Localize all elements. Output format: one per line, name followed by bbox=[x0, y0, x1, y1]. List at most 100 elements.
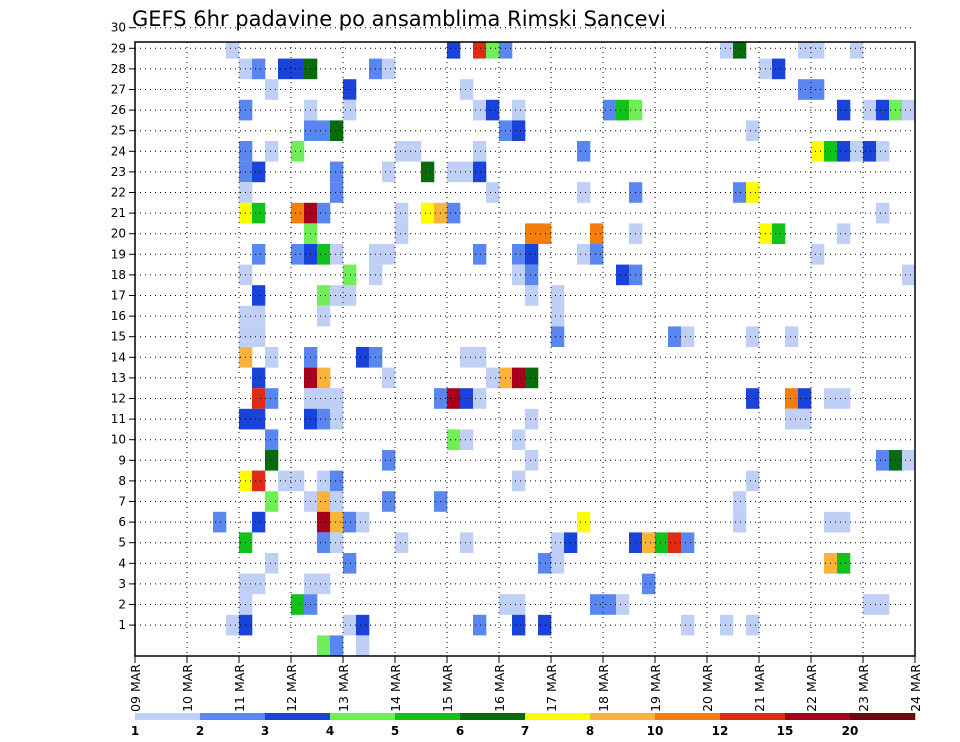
heatmap-cell bbox=[525, 408, 539, 430]
heatmap-cell bbox=[720, 614, 734, 636]
chart-title: GEFS 6hr padavine po ansamblima Rimski S… bbox=[132, 7, 666, 31]
heatmap-cell bbox=[278, 58, 292, 80]
heatmap-cell bbox=[655, 532, 669, 553]
heatmap-cell bbox=[837, 511, 851, 533]
heatmap-cell bbox=[876, 594, 890, 615]
y-tick-label: 15 bbox=[111, 330, 126, 344]
y-tick-label: 22 bbox=[111, 186, 126, 200]
heatmap-cell bbox=[577, 511, 591, 533]
heatmap-cell bbox=[876, 450, 890, 471]
heatmap-cell bbox=[343, 553, 357, 574]
colorbar-swatch bbox=[265, 713, 331, 720]
heatmap-cell bbox=[512, 594, 526, 615]
heatmap-cell bbox=[733, 491, 747, 512]
y-axis: 1234567891011121314151617181920212223242… bbox=[111, 21, 135, 632]
colorbar-label: 3 bbox=[261, 724, 269, 738]
colorbar-swatch bbox=[395, 713, 461, 720]
heatmap-cell bbox=[720, 42, 734, 59]
heatmap-cell bbox=[486, 99, 500, 121]
heatmap-cell bbox=[551, 532, 565, 553]
heatmap-cell bbox=[525, 450, 539, 471]
y-tick-label: 25 bbox=[111, 124, 126, 138]
y-tick-label: 17 bbox=[111, 289, 126, 303]
heatmap-cell bbox=[746, 614, 760, 636]
heatmap-cell bbox=[473, 42, 487, 59]
heatmap-cell bbox=[265, 79, 279, 100]
heatmap-cell bbox=[317, 285, 331, 306]
colorbar-label: 15 bbox=[777, 724, 794, 738]
heatmap-cell bbox=[291, 58, 305, 80]
heatmap-cell bbox=[863, 99, 877, 121]
heatmap-cell bbox=[473, 99, 487, 121]
colorbar-swatch bbox=[655, 713, 721, 720]
heatmap-cell bbox=[291, 470, 305, 492]
colorbar-swatch bbox=[135, 713, 201, 720]
heatmap-cell bbox=[343, 99, 357, 121]
heatmap-cell bbox=[551, 285, 565, 306]
heatmap-cell bbox=[473, 141, 487, 162]
heatmap-cell bbox=[473, 347, 487, 368]
y-tick-label: 11 bbox=[111, 412, 126, 426]
heatmap-cell bbox=[798, 42, 812, 59]
colorbar-label: 10 bbox=[647, 724, 664, 738]
heatmap-cell bbox=[733, 511, 747, 533]
heatmap-cell bbox=[252, 388, 266, 409]
heatmap-cell bbox=[538, 614, 552, 636]
heatmap-cell bbox=[330, 388, 344, 409]
heatmap-cell bbox=[252, 367, 266, 389]
y-tick-label: 14 bbox=[111, 350, 126, 364]
colorbar-label: 6 bbox=[456, 724, 464, 738]
heatmap-cell bbox=[681, 614, 695, 636]
heatmap-cell bbox=[226, 42, 240, 59]
heatmap-cell bbox=[590, 594, 604, 615]
x-tick-label: 10 MAR bbox=[180, 664, 195, 712]
heatmap-cell bbox=[447, 42, 461, 59]
y-tick-label: 9 bbox=[118, 453, 126, 467]
heatmap-cell bbox=[850, 141, 864, 162]
heatmap-cell bbox=[616, 264, 630, 286]
heatmap-cell bbox=[252, 511, 266, 533]
heatmap-cell bbox=[356, 614, 370, 636]
heatmap-cell bbox=[317, 573, 331, 595]
heatmap-cell bbox=[317, 244, 331, 265]
heatmap-cell bbox=[278, 470, 292, 492]
heatmap-cell bbox=[291, 202, 305, 224]
heatmap-cell bbox=[317, 470, 331, 492]
heatmap-cell bbox=[473, 161, 487, 183]
x-tick-label: 20 MAR bbox=[700, 664, 715, 712]
heatmap-cell bbox=[265, 388, 279, 409]
heatmap-cell bbox=[512, 614, 526, 636]
heatmap-cell bbox=[512, 244, 526, 265]
heatmap-cell bbox=[330, 470, 344, 492]
heatmap-cell bbox=[746, 120, 760, 141]
heatmap-cell bbox=[798, 79, 812, 100]
heatmap-cell bbox=[252, 161, 266, 183]
heatmap-cell bbox=[252, 326, 266, 347]
heatmap-cell bbox=[811, 79, 825, 100]
heatmap-cell bbox=[447, 161, 461, 183]
heatmap-cell bbox=[317, 635, 331, 656]
heatmap-cell bbox=[525, 223, 539, 244]
heatmap-cell bbox=[811, 244, 825, 265]
heatmap-cell bbox=[785, 408, 799, 430]
heatmap-cell bbox=[382, 491, 396, 512]
heatmap-cell bbox=[668, 532, 682, 553]
heatmap-cell bbox=[265, 141, 279, 162]
x-tick-label: 14 MAR bbox=[388, 664, 403, 712]
heatmap-cell bbox=[330, 244, 344, 265]
heatmap-cell bbox=[876, 202, 890, 224]
heatmap-cell bbox=[460, 161, 474, 183]
heatmap-cell bbox=[317, 120, 331, 141]
heatmap-cell bbox=[668, 326, 682, 347]
heatmap-cell bbox=[330, 285, 344, 306]
colorbar-label: 2 bbox=[196, 724, 204, 738]
colorbar-label: 4 bbox=[326, 724, 334, 738]
x-tick-label: 09 MAR bbox=[128, 664, 143, 712]
heatmap-cell bbox=[356, 511, 370, 533]
heatmap-cell bbox=[330, 532, 344, 553]
x-tick-label: 11 MAR bbox=[232, 664, 247, 712]
heatmap-cell bbox=[382, 58, 396, 80]
heatmap-cell bbox=[525, 264, 539, 286]
heatmap-cell bbox=[746, 326, 760, 347]
heatmap-cell bbox=[252, 285, 266, 306]
